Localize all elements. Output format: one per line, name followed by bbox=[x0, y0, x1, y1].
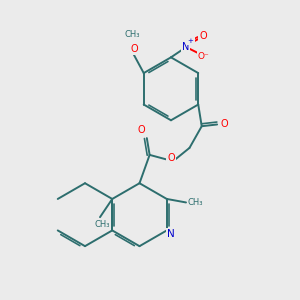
Text: CH₃: CH₃ bbox=[188, 198, 203, 207]
Text: O⁻: O⁻ bbox=[198, 52, 210, 62]
Text: +: + bbox=[188, 38, 194, 44]
Text: O: O bbox=[199, 31, 207, 41]
Text: O: O bbox=[221, 119, 229, 130]
Text: O: O bbox=[138, 125, 146, 135]
Text: N: N bbox=[167, 229, 175, 239]
Text: N: N bbox=[182, 42, 189, 52]
Text: CH₃: CH₃ bbox=[124, 30, 140, 39]
Text: CH₃: CH₃ bbox=[94, 220, 110, 229]
Text: O: O bbox=[167, 153, 175, 164]
Text: O: O bbox=[130, 44, 138, 54]
